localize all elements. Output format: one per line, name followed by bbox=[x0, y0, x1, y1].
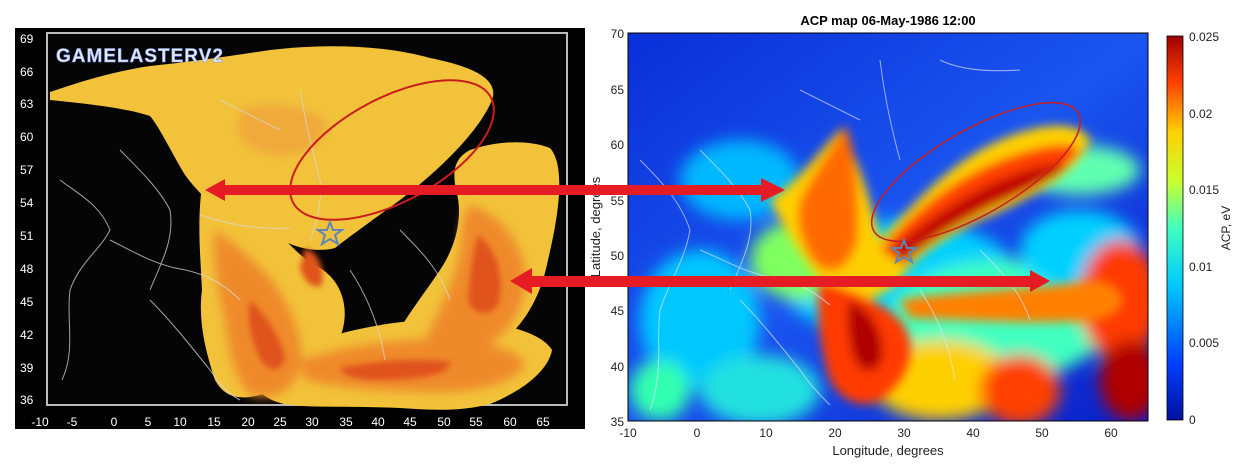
right-lat-tick: 35 bbox=[611, 415, 625, 429]
right-map: ACP map 06-May-1986 12:00 bbox=[588, 13, 1233, 458]
arrow-upper bbox=[205, 178, 785, 202]
left-lon-tick: 60 bbox=[503, 415, 517, 429]
left-lon-tick: 45 bbox=[403, 415, 417, 429]
left-lon-tick: 20 bbox=[241, 415, 255, 429]
right-lat-ticks: 70 65 60 55 50 45 40 35 bbox=[611, 27, 625, 429]
acp-balkan-core bbox=[847, 300, 883, 371]
left-lat-tick: 63 bbox=[20, 97, 34, 111]
plume-darkred-2 bbox=[468, 235, 501, 313]
left-lon-tick: 30 bbox=[305, 415, 319, 429]
colorbar-tick: 0.005 bbox=[1189, 336, 1219, 350]
right-lat-tick: 55 bbox=[611, 194, 625, 208]
left-lon-tick: 0 bbox=[111, 415, 118, 429]
left-lat-tick: 57 bbox=[20, 163, 34, 177]
left-lon-tick: -5 bbox=[67, 415, 78, 429]
left-lat-tick: 60 bbox=[20, 130, 34, 144]
right-lat-tick: 65 bbox=[611, 83, 625, 97]
left-lon-tick: 5 bbox=[145, 415, 152, 429]
colorbar-tick: 0.01 bbox=[1189, 260, 1213, 274]
colorbar-tick: 0.025 bbox=[1189, 30, 1219, 44]
left-lon-tick: 65 bbox=[536, 415, 550, 429]
right-lon-tick: 30 bbox=[897, 426, 911, 440]
plume-darkred-4 bbox=[340, 360, 451, 380]
right-lon-tick: 0 bbox=[694, 426, 701, 440]
left-lon-tick: 15 bbox=[207, 415, 221, 429]
left-borders bbox=[59, 89, 451, 401]
left-lat-tick: 66 bbox=[20, 65, 34, 79]
acp-band-core bbox=[890, 163, 1068, 262]
left-lat-ticks: 69 66 63 60 57 54 51 48 45 42 39 36 bbox=[20, 32, 34, 407]
right-xlabel: Longitude, degrees bbox=[832, 443, 944, 458]
right-lon-tick: 40 bbox=[966, 426, 980, 440]
left-lat-tick: 69 bbox=[20, 32, 34, 46]
left-plume bbox=[50, 46, 560, 410]
left-lon-tick: 55 bbox=[469, 415, 483, 429]
left-lon-ticks: -10 -5 0 5 10 15 20 25 30 35 40 45 50 55… bbox=[31, 415, 550, 429]
right-lon-ticks: -10 0 10 20 30 40 50 60 bbox=[619, 426, 1118, 440]
right-lat-tick: 40 bbox=[611, 360, 625, 374]
left-lon-tick: 35 bbox=[339, 415, 353, 429]
left-lon-tick: 50 bbox=[437, 415, 451, 429]
colorbar-ticks: 0.025 0.02 0.015 0.01 0.005 0 bbox=[1189, 30, 1219, 427]
right-lon-tick: 50 bbox=[1035, 426, 1049, 440]
left-lon-tick: -10 bbox=[31, 415, 49, 429]
colorbar-tick: 0 bbox=[1189, 413, 1196, 427]
left-lat-tick: 39 bbox=[20, 361, 34, 375]
plume-darkred-3 bbox=[300, 248, 323, 287]
left-lat-tick: 48 bbox=[20, 262, 34, 276]
plume-darkred-1 bbox=[248, 300, 285, 370]
colorbar-tick: 0.015 bbox=[1189, 183, 1219, 197]
colorbar-tick: 0.02 bbox=[1189, 107, 1213, 121]
left-star-icon bbox=[314, 219, 346, 247]
colorbar bbox=[1166, 35, 1184, 421]
right-lat-tick: 45 bbox=[611, 304, 625, 318]
left-lat-tick: 51 bbox=[20, 229, 34, 243]
right-lon-tick: 60 bbox=[1104, 426, 1118, 440]
connecting-arrows bbox=[205, 178, 1050, 294]
left-lon-tick: 25 bbox=[273, 415, 287, 429]
right-map-frame bbox=[627, 32, 1149, 422]
left-map: GAMELASTERV2 69 66 63 60 57 54 51 48 45 … bbox=[15, 28, 585, 429]
acp-south-band bbox=[900, 280, 1123, 323]
right-star-icon bbox=[888, 237, 920, 265]
left-ellipse bbox=[289, 79, 495, 221]
right-lon-tick: 10 bbox=[759, 426, 773, 440]
watermark: GAMELASTERV2 bbox=[56, 46, 224, 67]
colorbar-label: ACP, eV bbox=[1219, 206, 1233, 250]
arrow-lower bbox=[510, 268, 1050, 294]
left-lat-tick: 36 bbox=[20, 393, 34, 407]
left-lon-tick: 10 bbox=[173, 415, 187, 429]
right-lon-tick: -10 bbox=[619, 426, 637, 440]
right-map-title: ACP map 06-May-1986 12:00 bbox=[800, 13, 975, 28]
plume-orange-4 bbox=[238, 104, 326, 156]
right-lat-tick: 70 bbox=[611, 27, 625, 41]
left-lat-tick: 54 bbox=[20, 196, 34, 210]
right-lat-tick: 50 bbox=[611, 249, 625, 263]
right-ellipse bbox=[870, 101, 1082, 243]
left-lat-tick: 42 bbox=[20, 328, 34, 342]
left-lon-tick: 40 bbox=[371, 415, 385, 429]
right-lon-tick: 20 bbox=[828, 426, 842, 440]
right-ylabel: Latitude, degrees bbox=[588, 176, 603, 277]
right-lat-tick: 60 bbox=[611, 138, 625, 152]
acp-west-ridge bbox=[798, 125, 859, 271]
left-lat-tick: 45 bbox=[20, 295, 34, 309]
